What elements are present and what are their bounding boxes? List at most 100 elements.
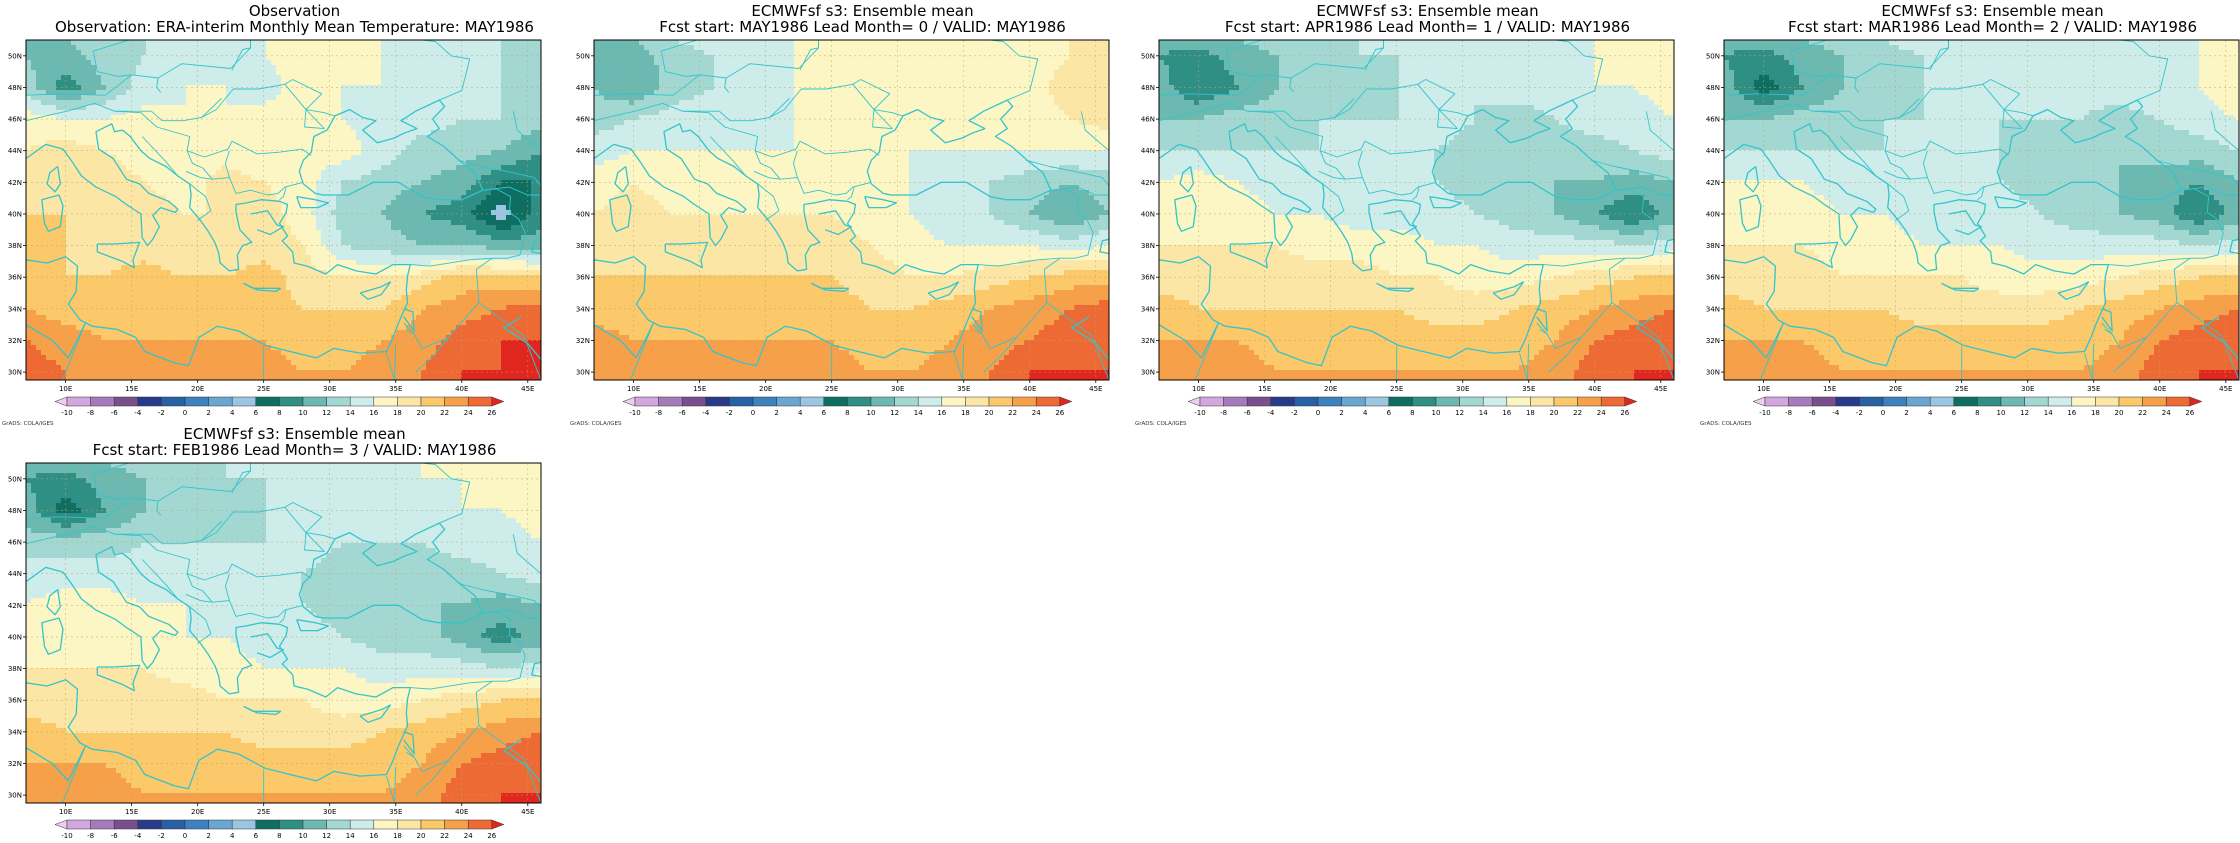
colorbar-label: 26: [1620, 409, 1629, 417]
colorbar-label: -2: [158, 832, 165, 840]
colorbar-label: -10: [61, 832, 72, 840]
lon-tick-label: 45E: [1089, 385, 1102, 393]
lon-tick-label: 25E: [1955, 385, 1968, 393]
lon-tick-label: 35E: [957, 385, 970, 393]
colorbar-label: -4: [1267, 409, 1275, 417]
colorbar-label: 14: [1479, 409, 1488, 417]
lon-tick-label: 30E: [2021, 385, 2034, 393]
colorbar-label: 18: [393, 409, 402, 417]
lat-tick-label: 32N: [8, 760, 22, 768]
colorbar-label: 0: [183, 409, 187, 417]
lon-tick-label: 40E: [1588, 385, 1601, 393]
colorbar-label: -4: [134, 409, 142, 417]
lon-tick-label: 40E: [455, 385, 468, 393]
lat-tick-label: 34N: [1141, 305, 1155, 313]
lat-tick-label: 40N: [8, 633, 22, 641]
lon-tick-label: 10E: [627, 385, 640, 393]
lat-tick-label: 40N: [1141, 210, 1155, 218]
colorbar-label: 24: [464, 409, 473, 417]
lon-tick-label: 35E: [2087, 385, 2100, 393]
lat-tick-label: 46N: [1706, 116, 1720, 124]
lat-tick-label: 38N: [8, 665, 22, 673]
shaded-field: [26, 463, 542, 804]
lon-tick-label: 15E: [1258, 385, 1271, 393]
colorbar-label: 20: [1550, 409, 1559, 417]
shaded-field: [1159, 40, 1675, 381]
lon-tick-label: 20E: [759, 385, 772, 393]
lat-tick-label: 42N: [1141, 179, 1155, 187]
colorbar-label: 6: [254, 832, 259, 840]
colorbar-label: -8: [655, 409, 662, 417]
colorbar-label: 8: [277, 409, 281, 417]
colorbar-label: 0: [1316, 409, 1320, 417]
lat-tick-label: 48N: [1141, 84, 1155, 92]
colorbar-label: 14: [346, 409, 355, 417]
lat-tick-label: 44N: [576, 147, 590, 155]
colorbar-label: -6: [111, 832, 119, 840]
lat-tick-label: 46N: [1141, 116, 1155, 124]
lat-tick-label: 48N: [8, 507, 22, 515]
colorbar-label: 16: [1502, 409, 1511, 417]
lat-tick-label: 42N: [1706, 179, 1720, 187]
colorbar-label: 4: [230, 409, 235, 417]
lat-tick-label: 36N: [1706, 274, 1720, 282]
lat-tick-label: 30N: [8, 369, 22, 377]
colorbar-label: 12: [1455, 409, 1464, 417]
lat-tick-label: 38N: [576, 242, 590, 250]
lat-tick-label: 40N: [1706, 210, 1720, 218]
colorbar-label: 4: [230, 832, 235, 840]
shaded-field: [594, 40, 1110, 381]
lat-tick-label: 46N: [8, 539, 22, 547]
lat-tick-label: 46N: [576, 116, 590, 124]
lon-tick-label: 40E: [455, 808, 468, 816]
lat-tick-label: 48N: [576, 84, 590, 92]
colorbar-label: 24: [1597, 409, 1606, 417]
colorbar-label: -8: [1785, 409, 1792, 417]
colorbar-label: -8: [87, 832, 94, 840]
lat-tick-label: 40N: [576, 210, 590, 218]
lon-tick-label: 45E: [521, 385, 534, 393]
lon-tick-label: 45E: [521, 808, 534, 816]
lon-tick-label: 10E: [1192, 385, 1205, 393]
colorbar-label: 10: [299, 832, 308, 840]
colorbar-label: 12: [2020, 409, 2029, 417]
lat-tick-label: 44N: [8, 147, 22, 155]
colorbar-label: -8: [1220, 409, 1227, 417]
lat-tick-label: 36N: [1141, 274, 1155, 282]
lon-tick-label: 25E: [257, 808, 270, 816]
lat-tick-label: 36N: [8, 697, 22, 705]
lon-tick-label: 30E: [891, 385, 904, 393]
colorbar-label: -10: [1759, 409, 1770, 417]
colorbar-label: -10: [629, 409, 640, 417]
colorbar-label: -10: [1194, 409, 1205, 417]
colorbar-label: 24: [2162, 409, 2171, 417]
colorbar-label: -8: [87, 409, 94, 417]
lon-tick-label: 25E: [257, 385, 270, 393]
lon-tick-label: 40E: [2153, 385, 2166, 393]
lon-tick-label: 15E: [693, 385, 706, 393]
colorbar-label: 10: [1432, 409, 1441, 417]
colorbar-label: -2: [1291, 409, 1298, 417]
colorbar-label: -6: [679, 409, 687, 417]
lon-tick-label: 35E: [1522, 385, 1535, 393]
colorbar-label: 10: [299, 409, 308, 417]
shaded-field: [26, 40, 542, 381]
colorbar-label: 16: [937, 409, 946, 417]
colorbar-label: 8: [1410, 409, 1414, 417]
colorbar-label: -6: [1809, 409, 1817, 417]
shaded-field: [1724, 40, 2240, 381]
colorbar-label: -6: [1244, 409, 1252, 417]
lat-tick-label: 32N: [1706, 337, 1720, 345]
lat-tick-label: 38N: [1141, 242, 1155, 250]
lon-tick-label: 25E: [1390, 385, 1403, 393]
colorbar-label: 22: [440, 409, 449, 417]
lat-tick-label: 36N: [8, 274, 22, 282]
